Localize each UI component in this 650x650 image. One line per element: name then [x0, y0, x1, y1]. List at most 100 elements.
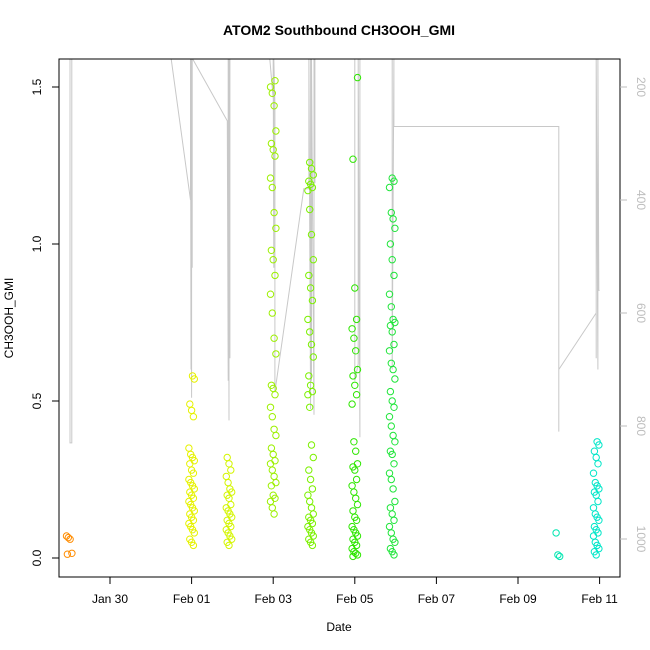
data-point	[387, 422, 395, 430]
data-point	[351, 381, 359, 389]
data-point	[386, 387, 395, 396]
x-tick-label: Feb 07	[418, 592, 456, 606]
data-point	[352, 475, 361, 484]
data-point	[391, 224, 399, 233]
data-point	[266, 290, 275, 298]
data-point	[270, 208, 278, 217]
data-point	[351, 466, 359, 474]
right-tick-label: 400	[634, 190, 648, 210]
data-point	[270, 102, 278, 110]
data-point	[309, 453, 317, 462]
data-point	[352, 516, 361, 524]
data-point	[66, 535, 74, 543]
pressure-trace-layer	[67, 58, 600, 444]
x-tick-label: Feb 09	[499, 592, 537, 606]
data-point	[305, 372, 313, 380]
right-pressure-axis: 200 400 600 800 1000	[620, 77, 648, 553]
data-point	[190, 375, 199, 383]
data-point	[268, 183, 276, 192]
data-point	[390, 551, 398, 559]
data-point	[270, 334, 278, 342]
data-points-layer	[62, 73, 603, 561]
data-point	[306, 284, 315, 292]
data-point	[269, 256, 277, 264]
data-point	[225, 541, 233, 550]
y-tick-label: 1.5	[30, 78, 44, 95]
data-point	[352, 315, 361, 324]
data-point	[306, 475, 315, 484]
y-tick-label: 1.0	[30, 235, 44, 252]
data-point	[350, 438, 358, 446]
right-tick-label: 200	[634, 77, 648, 97]
right-tick-label: 800	[634, 416, 648, 436]
data-point	[390, 403, 398, 411]
data-point	[309, 353, 317, 361]
data-point	[390, 460, 398, 468]
data-point	[554, 551, 562, 559]
data-point	[352, 347, 360, 355]
data-point	[352, 391, 361, 399]
data-point	[352, 447, 360, 455]
data-point	[386, 240, 395, 248]
x-axis-label: Date	[326, 620, 352, 634]
x-axis: Jan 30 Feb 01 Feb 03 Feb 05 Feb 07 Feb 09 Feb …	[92, 577, 618, 606]
data-point	[594, 460, 602, 468]
data-point	[304, 391, 312, 399]
data-point	[308, 296, 317, 305]
data-point	[227, 466, 235, 474]
data-point	[385, 413, 394, 421]
data-point	[306, 328, 314, 336]
x-tick-label: Feb 01	[173, 592, 211, 606]
data-point	[189, 469, 198, 477]
data-point	[594, 497, 602, 506]
data-point	[189, 413, 198, 421]
plot-frame	[58, 58, 621, 578]
data-point	[267, 246, 276, 255]
data-point	[348, 400, 356, 408]
data-point	[64, 533, 73, 542]
y-axis-label: CH3OOH_GMI	[2, 278, 16, 359]
data-point	[190, 529, 199, 537]
y-tick-label: 0.0	[30, 549, 44, 566]
data-point	[552, 529, 560, 537]
data-point	[353, 500, 362, 509]
data-point	[308, 541, 317, 550]
data-point	[272, 224, 280, 233]
data-point	[589, 469, 598, 477]
data-point	[353, 73, 362, 82]
data-point	[268, 89, 276, 98]
data-point	[390, 271, 398, 280]
data-point	[268, 413, 276, 421]
data-point	[391, 375, 399, 383]
data-point	[268, 309, 276, 317]
data-point	[348, 325, 356, 333]
data-point	[388, 256, 396, 264]
data-point	[351, 284, 359, 292]
data-point	[266, 403, 275, 411]
data-point	[388, 450, 396, 459]
data-point	[307, 230, 316, 239]
data-point	[349, 372, 357, 380]
x-tick-label: Jan 30	[92, 592, 128, 606]
data-point	[308, 485, 317, 493]
data-point	[353, 365, 362, 374]
chart-title: ATOM2 Southbound CH3OOH_GMI	[223, 22, 455, 38]
data-point	[63, 550, 72, 558]
data-point	[390, 340, 398, 349]
y-axis: 0.0 0.5 1.0 1.5	[30, 78, 59, 566]
data-point	[391, 438, 399, 446]
data-point	[350, 334, 358, 342]
x-tick-label: Feb 05	[336, 592, 374, 606]
data-point	[270, 510, 278, 518]
data-point	[266, 174, 275, 182]
right-tick-label: 1000	[634, 526, 648, 553]
data-point	[391, 497, 399, 506]
data-point	[271, 152, 279, 160]
data-point	[272, 350, 280, 358]
data-point	[595, 441, 603, 449]
data-point	[272, 431, 280, 440]
data-point	[391, 538, 399, 546]
data-point	[349, 552, 357, 561]
data-point	[385, 347, 394, 355]
